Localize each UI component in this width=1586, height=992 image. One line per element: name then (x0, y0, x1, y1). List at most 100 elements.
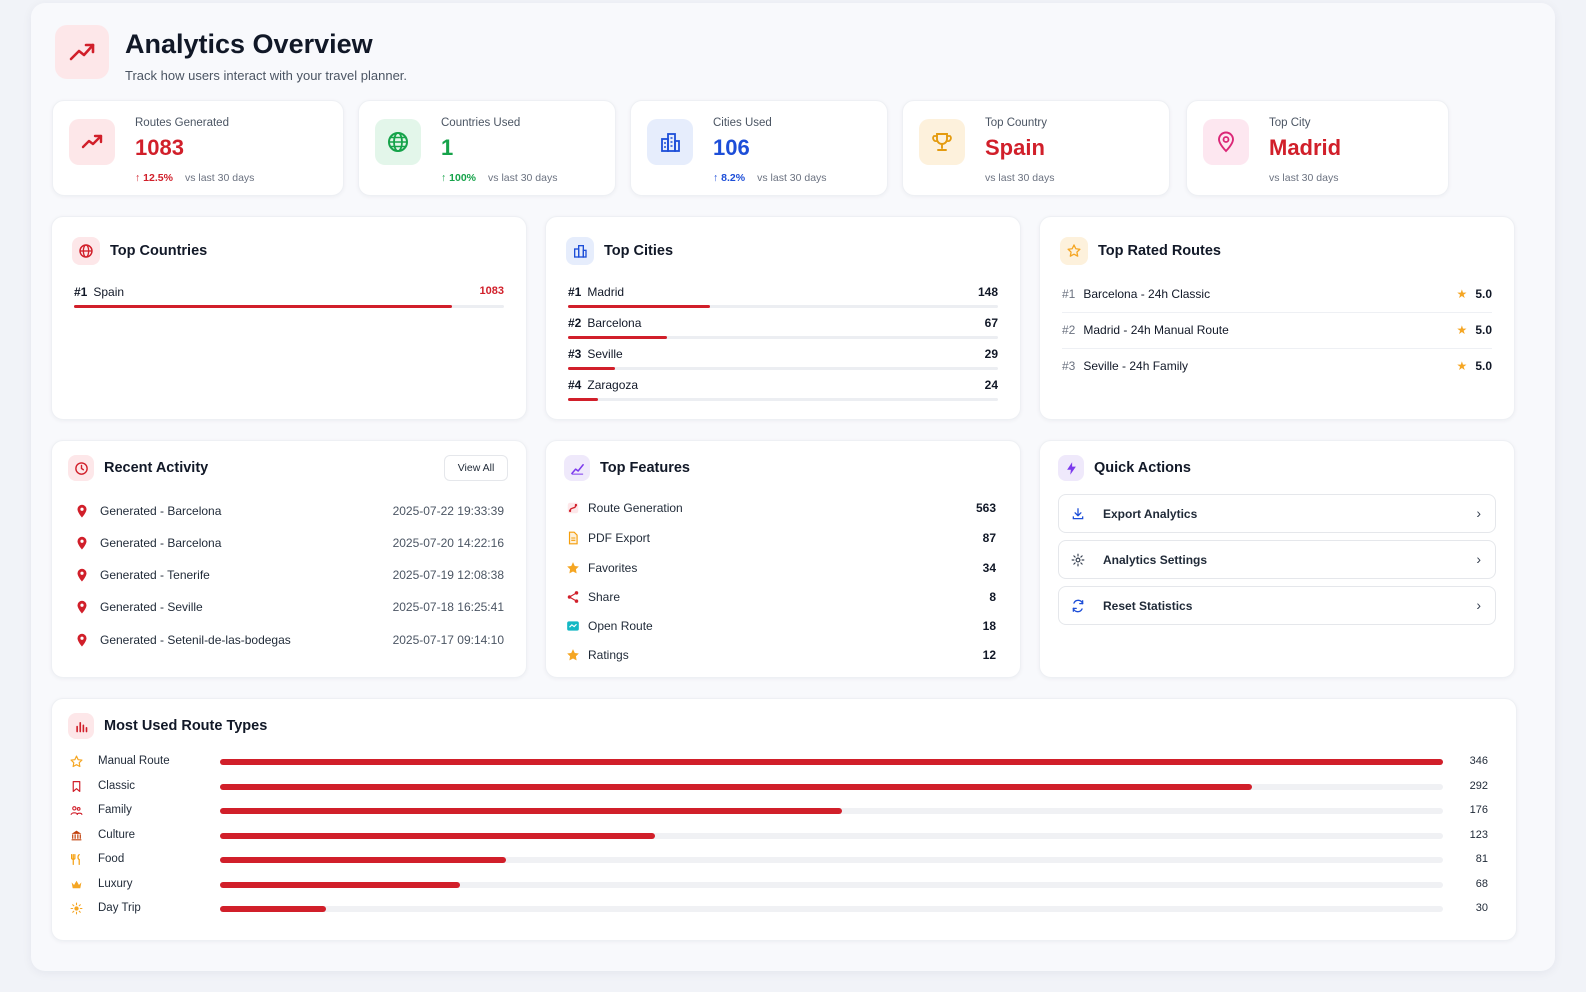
section-title: Quick Actions (1094, 460, 1191, 476)
progress-fill (568, 305, 710, 308)
city-name: #1 Madrid (568, 285, 624, 299)
route-icon (566, 501, 580, 515)
trending-up-icon (69, 119, 115, 165)
city-count: 148 (977, 285, 998, 299)
activity-item[interactable]: Generated - Barcelona 2025-07-22 19:33:3… (76, 500, 504, 532)
section-title: Top Features (600, 460, 690, 476)
feature-row[interactable]: PDF Export 87 (566, 529, 996, 559)
progress-fill (74, 305, 453, 308)
action-label: Analytics Settings (1103, 553, 1208, 567)
route-type-count: 123 (1469, 828, 1488, 841)
bar-fill (220, 881, 461, 888)
stat-value: 1 (441, 135, 454, 160)
route-type-row[interactable]: Luxury 68 (70, 878, 1488, 902)
star-icon: ★ (1456, 287, 1468, 301)
route-row[interactable]: #2 Madrid - 24h Manual Route ★ 5.0 (1062, 313, 1492, 349)
top-cities-card: Top Cities #1 Madrid 148 #2 Barcelona 67 #… (545, 216, 1021, 420)
bar-fill (220, 759, 1443, 765)
stat-period: vs last 30 days (1269, 172, 1339, 184)
route-type-count: 292 (1469, 779, 1488, 792)
feature-count: 12 (982, 648, 996, 662)
bar-track (220, 832, 1443, 839)
city-row[interactable]: #4 Zaragoza 24 (568, 378, 998, 408)
stat-label: Top Country (985, 117, 1048, 129)
route-type-name: Food (98, 853, 125, 865)
activity-item[interactable]: Generated - Seville 2025-07-18 16:25:41 (76, 596, 504, 628)
name: Seville - 24h Family (1083, 359, 1189, 373)
score: 5.0 (1475, 323, 1492, 337)
feature-row[interactable]: Route Generation 563 (566, 499, 996, 529)
city-row[interactable]: #1 Madrid 148 (568, 285, 998, 315)
family-icon (70, 804, 84, 818)
reset-statistics-button[interactable]: Reset Statistics › (1058, 586, 1496, 625)
sun-icon (70, 902, 84, 916)
bar-fill (220, 857, 507, 863)
city-row[interactable]: #3 Seville 29 (568, 347, 998, 377)
file-icon (566, 531, 580, 545)
bar-track (220, 906, 1443, 912)
route-type-row[interactable]: Family 176 (70, 804, 1488, 828)
route-row[interactable]: #1 Barcelona - 24h Classic ★ 5.0 (1062, 277, 1492, 313)
feature-name: Favorites (588, 561, 638, 575)
name: Spain (93, 285, 125, 299)
route-name: #2 Madrid - 24h Manual Route (1062, 323, 1229, 337)
stat-delta: ↑ 12.5% vs last 30 days (135, 172, 254, 184)
section-header: Top Rated Routes (1060, 237, 1221, 265)
route-type-row[interactable]: Manual Route 346 (70, 755, 1488, 779)
activity-text: Generated - Setenil-de-las-bodegas (100, 633, 291, 647)
stat-label: Cities Used (713, 117, 772, 129)
stat-change: ↑ 12.5% (135, 172, 173, 184)
bar-track (220, 759, 1443, 765)
city-name: #4 Zaragoza (568, 378, 638, 392)
map-pin-icon (76, 600, 88, 619)
feature-row[interactable]: Ratings 12 (566, 646, 996, 676)
feature-name: Ratings (588, 648, 629, 662)
route-type-row[interactable]: Classic 292 (70, 780, 1488, 804)
route-type-count: 346 (1469, 755, 1488, 767)
analytics-settings-button[interactable]: Analytics Settings › (1058, 540, 1496, 579)
stat-change: ↑ 8.2% (713, 172, 746, 184)
trophy-icon (919, 119, 965, 165)
route-type-row[interactable]: Food 81 (70, 853, 1488, 877)
rank: #1 (568, 285, 582, 299)
activity-item[interactable]: Generated - Setenil-de-las-bodegas 2025-… (76, 629, 504, 661)
feature-count: 18 (982, 619, 996, 633)
view-all-button[interactable]: View All (444, 455, 508, 481)
stat-label: Routes Generated (135, 117, 229, 129)
rank: #4 (568, 378, 582, 392)
bar-track (220, 808, 1443, 814)
rank: #1 (1062, 287, 1076, 301)
stat-card-top-city: Top City Madrid vs last 30 days (1186, 100, 1449, 196)
route-name: #1 Barcelona - 24h Classic (1062, 287, 1210, 301)
clock-icon (68, 455, 94, 481)
activity-item[interactable]: Generated - Tenerife 2025-07-19 12:08:38 (76, 564, 504, 596)
feature-row[interactable]: Open Route 18 (566, 617, 996, 647)
progress-fill (568, 367, 616, 370)
country-row[interactable]: #1 Spain 1083 (74, 285, 504, 315)
utensils-icon (70, 853, 84, 867)
export-analytics-button[interactable]: Export Analytics › (1058, 494, 1496, 533)
name: Barcelona (587, 316, 642, 330)
activity-text: Generated - Seville (100, 600, 203, 614)
stat-change: ↑ 100% (441, 172, 477, 184)
map-icon (566, 619, 580, 633)
top-countries-card: Top Countries #1 Spain 1083 (51, 216, 527, 420)
feature-row[interactable]: Share 8 (566, 588, 996, 618)
name: Seville (587, 347, 623, 361)
rank: #2 (1062, 323, 1076, 337)
stat-delta: vs last 30 days (985, 172, 1054, 184)
route-type-row[interactable]: Culture 123 (70, 829, 1488, 853)
score: 5.0 (1475, 359, 1492, 373)
activity-item[interactable]: Generated - Barcelona 2025-07-20 14:22:1… (76, 532, 504, 564)
map-pin-icon (76, 504, 88, 523)
stat-value: Madrid (1269, 135, 1342, 160)
route-type-row[interactable]: Day Trip 30 (70, 902, 1488, 926)
city-row[interactable]: #2 Barcelona 67 (568, 316, 998, 346)
chevron-right-icon: › (1476, 505, 1481, 521)
feature-row[interactable]: Favorites 34 (566, 559, 996, 589)
route-row[interactable]: #3 Seville - 24h Family ★ 5.0 (1062, 349, 1492, 385)
stat-delta: vs last 30 days (1269, 172, 1338, 184)
gear-icon (1071, 553, 1085, 572)
rank: #3 (1062, 359, 1076, 373)
stat-period: vs last 30 days (757, 172, 827, 184)
